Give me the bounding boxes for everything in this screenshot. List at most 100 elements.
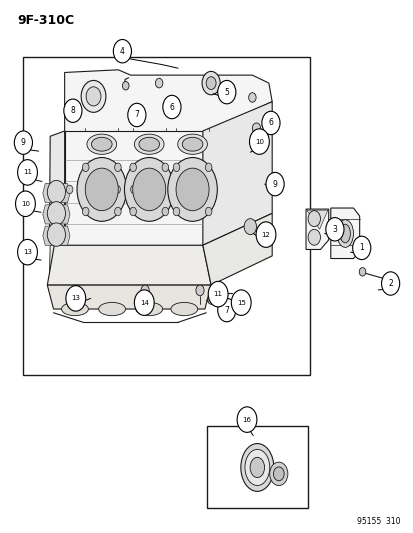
Circle shape [131,185,137,193]
Polygon shape [49,237,64,278]
Text: 9: 9 [272,180,277,189]
Polygon shape [43,226,70,245]
Circle shape [114,207,121,216]
Circle shape [85,168,118,211]
Circle shape [358,268,365,276]
Circle shape [18,239,37,265]
Circle shape [133,168,165,211]
Circle shape [206,77,216,90]
Circle shape [122,82,129,90]
Polygon shape [49,131,64,244]
Circle shape [173,163,179,172]
Text: 7: 7 [224,305,229,314]
Text: 13: 13 [71,295,80,301]
Ellipse shape [171,302,197,316]
Circle shape [81,80,106,112]
Ellipse shape [134,134,164,155]
Circle shape [217,80,235,104]
Ellipse shape [135,302,162,316]
Text: 13: 13 [23,249,32,255]
Circle shape [217,298,235,322]
Circle shape [307,229,320,245]
Polygon shape [64,131,202,245]
Circle shape [176,168,209,211]
Ellipse shape [182,138,202,151]
Text: 9: 9 [21,138,26,147]
Text: 6: 6 [268,118,273,127]
Polygon shape [306,210,327,229]
Text: 10: 10 [254,139,263,144]
Circle shape [82,207,89,216]
Ellipse shape [87,134,116,155]
Polygon shape [330,208,359,259]
Bar [206,426,307,508]
Ellipse shape [339,224,349,243]
Text: 95155  310: 95155 310 [356,517,400,526]
Circle shape [325,217,343,241]
Ellipse shape [98,302,125,316]
Ellipse shape [336,220,353,247]
Circle shape [114,185,120,193]
Polygon shape [47,285,211,309]
Circle shape [66,286,85,311]
Circle shape [72,285,80,296]
Circle shape [237,407,256,432]
Circle shape [208,281,228,307]
Circle shape [261,111,279,135]
Text: 15: 15 [236,300,245,305]
Text: 12: 12 [261,232,270,238]
Circle shape [173,207,179,216]
Circle shape [161,207,168,216]
Circle shape [18,160,37,185]
Ellipse shape [249,457,264,478]
Text: 7: 7 [134,110,139,119]
Circle shape [385,278,389,284]
Circle shape [82,163,89,172]
Circle shape [249,129,268,155]
Circle shape [155,78,162,88]
Bar [23,56,309,375]
Circle shape [202,71,220,95]
Circle shape [167,158,217,221]
Circle shape [77,158,126,221]
Ellipse shape [139,138,159,151]
Ellipse shape [177,134,207,155]
Circle shape [244,219,256,235]
Polygon shape [64,70,271,134]
Circle shape [113,39,131,63]
Circle shape [161,163,168,172]
Polygon shape [305,209,328,249]
Circle shape [248,93,256,102]
Circle shape [47,180,65,204]
Circle shape [252,123,260,134]
Circle shape [141,285,149,296]
Ellipse shape [62,302,88,316]
Circle shape [205,207,211,216]
Text: 8: 8 [70,106,75,115]
Circle shape [162,95,180,119]
Text: 9F-310C: 9F-310C [17,14,74,27]
Circle shape [352,236,370,260]
Polygon shape [202,102,271,245]
Polygon shape [202,213,271,285]
Polygon shape [43,183,70,203]
Circle shape [16,191,35,216]
Polygon shape [47,245,211,285]
Circle shape [307,211,320,227]
Ellipse shape [240,443,273,491]
Text: 14: 14 [140,300,148,305]
Circle shape [86,87,101,106]
Circle shape [128,103,145,127]
Circle shape [266,172,283,196]
Circle shape [64,99,82,123]
Text: 5: 5 [224,87,229,96]
Circle shape [207,296,214,304]
Circle shape [130,163,136,172]
Circle shape [381,272,399,295]
Ellipse shape [244,449,269,486]
Circle shape [66,185,73,193]
Text: 11: 11 [213,291,222,297]
Text: 10: 10 [21,201,30,207]
Text: 6: 6 [169,102,174,111]
Circle shape [14,131,32,155]
